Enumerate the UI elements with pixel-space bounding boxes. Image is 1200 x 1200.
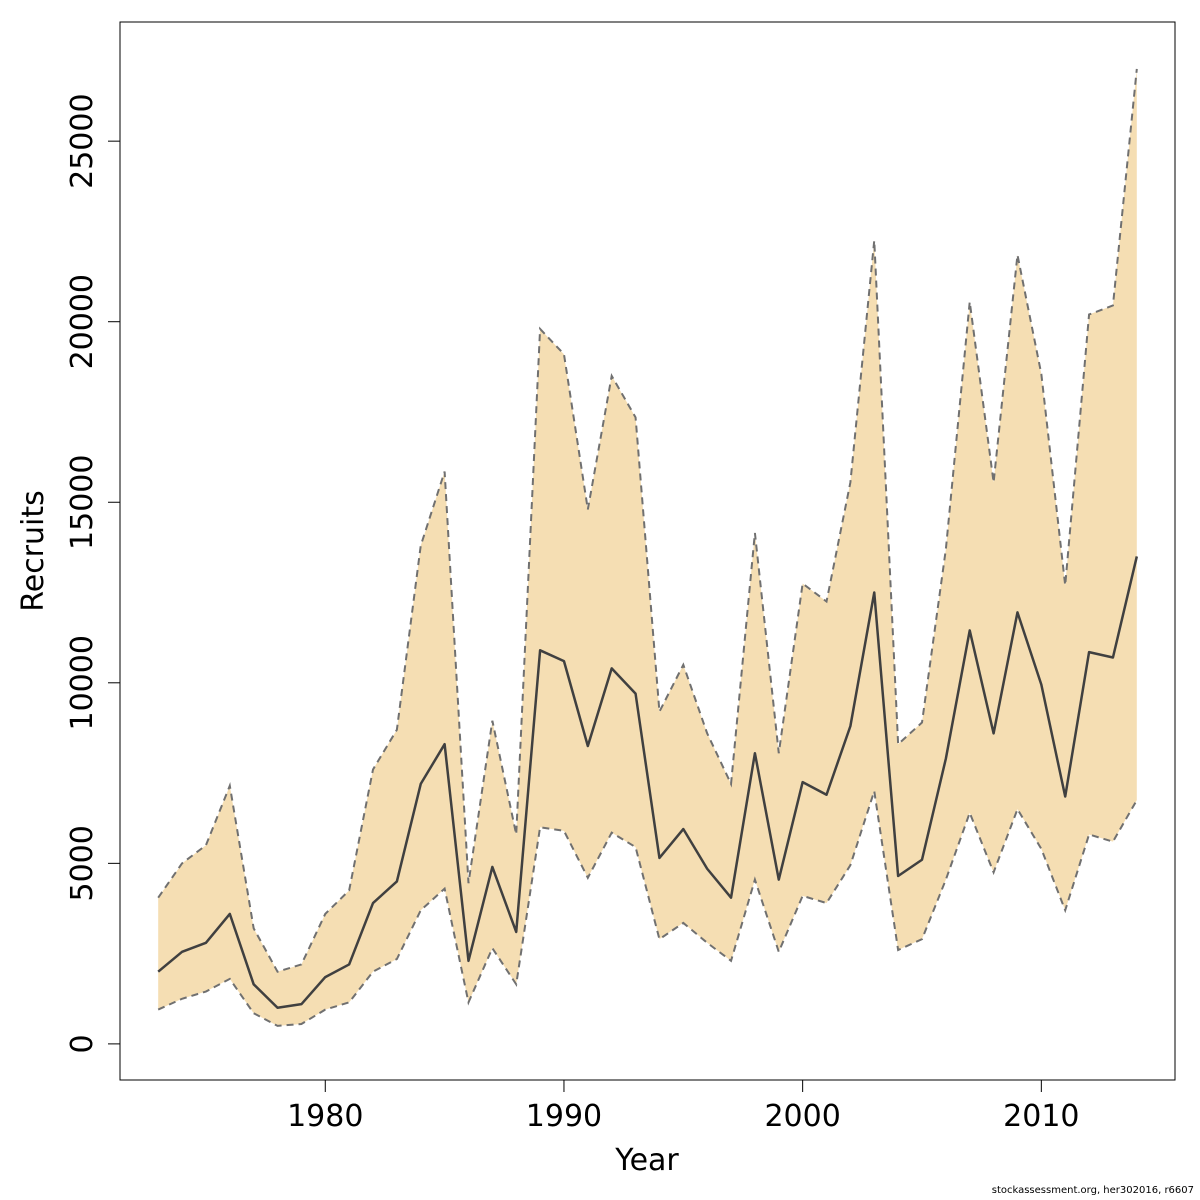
- y-axis-title: Recruits: [16, 490, 51, 612]
- upper-bound-line: [157, 68, 1138, 973]
- x-axis: 1980 1990 2000 2010: [287, 1080, 1080, 1134]
- footer-credit: stockassessment.org, her302016, r6607: [991, 1185, 1194, 1196]
- y-tick-label-20000: 20000: [65, 274, 100, 369]
- x-tick-label-2010: 2010: [1003, 1099, 1079, 1134]
- y-tick-label-5000: 5000: [65, 825, 100, 901]
- lower-bound-line: [157, 790, 1138, 1027]
- estimate-line: [157, 556, 1139, 1010]
- x-tick-label-1980: 1980: [287, 1099, 363, 1134]
- confidence-bounds-layer: [157, 68, 1138, 1027]
- x-tick-label-2000: 2000: [764, 1099, 840, 1134]
- estimate-line-layer: [157, 556, 1139, 1010]
- y-tick-label-15000: 15000: [65, 455, 100, 550]
- x-tick-label-1990: 1990: [526, 1099, 602, 1134]
- plot-frame: [119, 21, 1176, 1081]
- confidence-band: [158, 68, 1137, 1026]
- confidence-band-layer: [158, 68, 1137, 1026]
- y-axis: 0 5000 10000 15000 20000 25000: [65, 93, 120, 1053]
- y-tick-label-25000: 25000: [65, 93, 100, 188]
- x-axis-title: Year: [614, 1143, 679, 1178]
- y-tick-label-10000: 10000: [65, 635, 100, 730]
- y-tick-label-0: 0: [65, 1034, 100, 1053]
